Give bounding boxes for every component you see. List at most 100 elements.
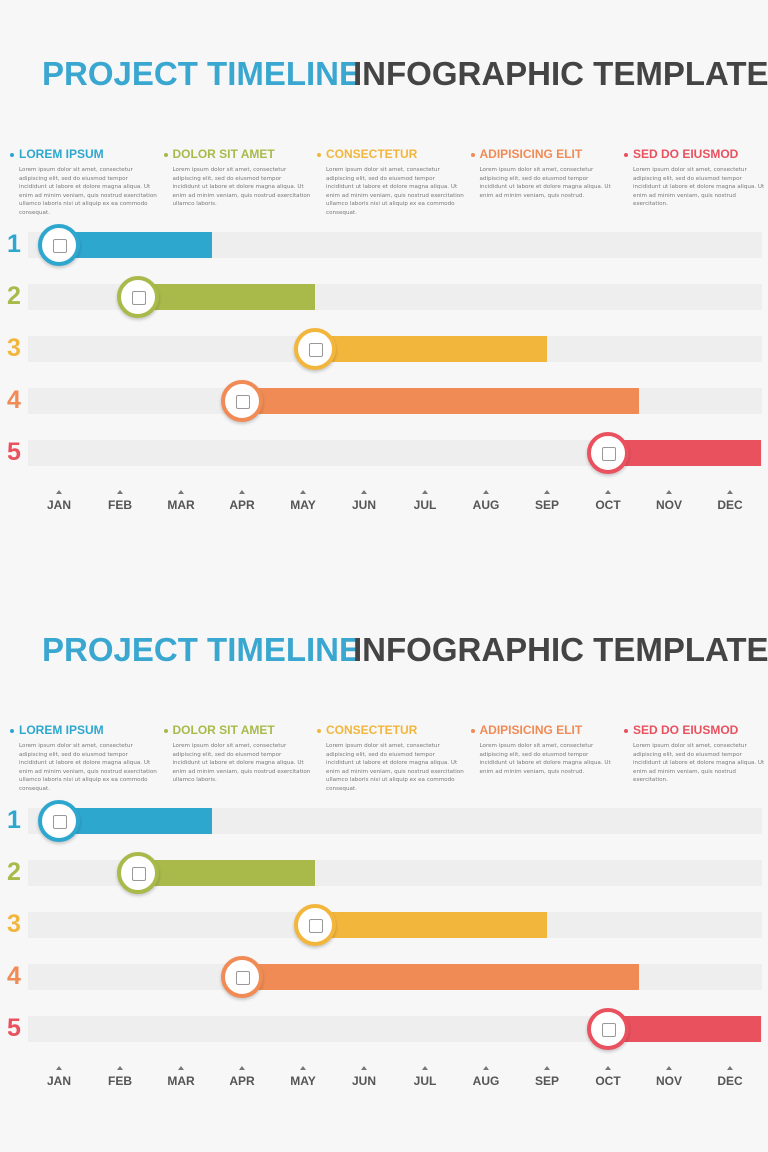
timeline-bar xyxy=(608,440,761,466)
month-label: SEP xyxy=(534,1074,559,1088)
legend-dot xyxy=(10,729,14,733)
month-label: OCT xyxy=(595,1074,621,1088)
milestone-circle xyxy=(117,276,160,318)
month-tick xyxy=(666,1066,672,1070)
timeline-bar xyxy=(242,964,639,990)
month-tick xyxy=(422,490,428,494)
legend-title: SED DO EIUSMOD xyxy=(633,723,739,737)
legend-dot xyxy=(317,153,321,157)
month-label: JUN xyxy=(351,1074,376,1088)
month-label: APR xyxy=(229,498,255,512)
legend-title: LOREM IPSUM xyxy=(19,147,104,161)
row-number: 2 xyxy=(7,282,21,310)
timeline-bar xyxy=(59,232,212,258)
legend-text: Lorem ipsum dolor sit amet, consectetur … xyxy=(19,167,157,216)
legend-title: CONSECTETUR xyxy=(326,147,418,161)
legend-dot xyxy=(624,153,628,157)
month-label: AUG xyxy=(472,498,500,512)
milestone-icon xyxy=(309,919,324,933)
row-number: 4 xyxy=(7,962,21,990)
legend-title: LOREM IPSUM xyxy=(19,723,104,737)
legend-text: Lorem ipsum dolor sit amet, consectetur … xyxy=(479,743,611,775)
month-label: APR xyxy=(229,1074,255,1088)
month-label: DEC xyxy=(717,498,743,512)
legend-dot xyxy=(470,153,475,157)
month-label: FEB xyxy=(108,1074,132,1088)
row-number: 1 xyxy=(7,230,21,258)
month-tick xyxy=(544,1066,550,1070)
milestone-icon xyxy=(236,971,250,985)
milestone-circle xyxy=(117,852,160,894)
legend-dot xyxy=(10,153,14,157)
row-number: 4 xyxy=(7,386,21,414)
month-tick xyxy=(56,490,62,494)
month-tick xyxy=(178,1066,184,1070)
legend-dot xyxy=(470,729,475,733)
legend-title: ADIPISICING ELIT xyxy=(479,723,583,737)
month-tick xyxy=(483,1066,489,1070)
timeline-panel: PROJECT TIMELINE INFOGRAPHIC TEMPLATE LORE… xyxy=(7,55,768,512)
title-part-2: INFOGRAPHIC TEMPLATE xyxy=(353,631,768,668)
timeline-panel: PROJECT TIMELINE INFOGRAPHIC TEMPLATE LORE… xyxy=(0,576,768,1152)
timeline-bar xyxy=(315,912,547,938)
milestone-circle xyxy=(38,224,80,266)
month-tick xyxy=(300,490,306,494)
milestone-circle xyxy=(587,432,629,474)
month-tick xyxy=(117,490,123,494)
legend-text: Lorem ipsum dolor sit amet, consectetur … xyxy=(19,743,157,792)
legend-text: Lorem ipsum dolor sit amet, consectetur … xyxy=(172,743,311,784)
legend-dot xyxy=(163,153,168,157)
month-tick xyxy=(483,490,489,494)
month-tick xyxy=(727,490,733,494)
row-number: 5 xyxy=(7,438,21,466)
month-label: FEB xyxy=(108,498,132,512)
month-tick xyxy=(605,490,611,494)
month-tick xyxy=(361,490,367,494)
legend-text: Lorem ipsum dolor sit amet, consectetur … xyxy=(633,167,765,208)
milestone-circle xyxy=(221,380,263,422)
legend-text: Lorem ipsum dolor sit amet, consectetur … xyxy=(326,743,464,792)
timeline-bar xyxy=(138,284,316,310)
legend-title: ADIPISICING ELIT xyxy=(479,147,583,161)
title-part-2: INFOGRAPHIC TEMPLATE xyxy=(353,55,768,92)
milestone-icon xyxy=(236,395,250,409)
title-part-1: PROJECT TIMELINE xyxy=(42,55,362,92)
month-label: DEC xyxy=(717,1074,743,1088)
month-label: JUL xyxy=(413,498,437,512)
timeline-bar xyxy=(59,808,212,834)
milestone-circle xyxy=(221,956,263,998)
month-label: JUN xyxy=(351,498,376,512)
timeline-bar xyxy=(138,860,316,886)
milestone-icon xyxy=(132,867,147,881)
month-label: JAN xyxy=(46,1074,71,1088)
milestone-circle xyxy=(38,800,80,842)
legend-text: Lorem ipsum dolor sit amet, consectetur … xyxy=(633,743,765,784)
month-tick xyxy=(361,1066,367,1070)
month-tick xyxy=(666,490,672,494)
month-tick xyxy=(544,490,550,494)
row-number: 1 xyxy=(7,806,21,834)
row-number: 5 xyxy=(7,1014,21,1042)
milestone-circle xyxy=(587,1008,629,1050)
month-label: MAR xyxy=(167,1074,195,1088)
month-label: AUG xyxy=(472,1074,500,1088)
milestone-icon xyxy=(602,447,616,461)
milestone-icon xyxy=(53,239,67,253)
month-label: JAN xyxy=(46,498,71,512)
timeline-bar xyxy=(315,336,547,362)
legend-text: Lorem ipsum dolor sit amet, consectetur … xyxy=(172,167,311,208)
month-label: MAY xyxy=(290,498,316,512)
legend-dot xyxy=(163,729,168,733)
month-label: NOV xyxy=(655,498,682,512)
month-tick xyxy=(56,1066,62,1070)
month-label: JUL xyxy=(413,1074,437,1088)
month-label: SEP xyxy=(534,498,559,512)
timeline-bar xyxy=(608,1016,761,1042)
row-number: 3 xyxy=(7,334,21,362)
row-number: 3 xyxy=(7,910,21,938)
milestone-icon xyxy=(132,291,147,305)
milestone-circle xyxy=(294,328,337,370)
row-number: 2 xyxy=(7,858,21,886)
legend-text: Lorem ipsum dolor sit amet, consectetur … xyxy=(479,167,611,199)
